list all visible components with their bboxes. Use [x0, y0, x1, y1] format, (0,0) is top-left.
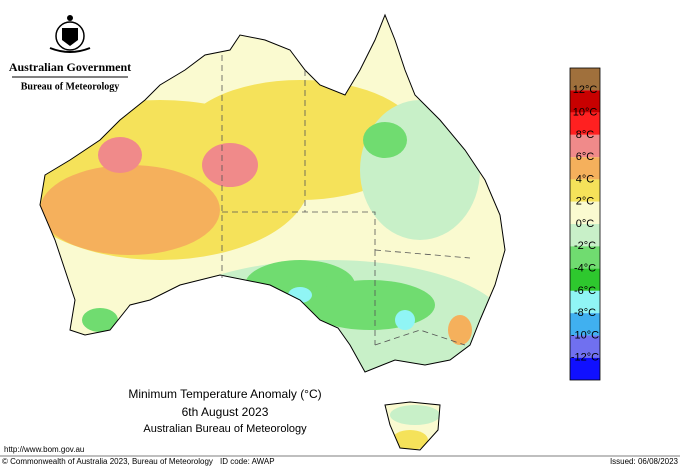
legend-swatch: [570, 157, 600, 180]
legend-swatch: [570, 290, 600, 314]
government-name: Australian Government: [9, 60, 131, 74]
legend-label: -2°C: [574, 240, 596, 252]
crest: [49, 15, 91, 53]
coastline: [39, 13, 506, 451]
legend-label: -12°C: [571, 352, 599, 364]
legend-swatch: [570, 268, 600, 291]
legend-label: -10°C: [571, 329, 599, 341]
legend-swatch: [570, 112, 600, 135]
footer-copyright: © Commonwealth of Australia 2023, Bureau…: [2, 457, 213, 466]
legend-label: -6°C: [574, 285, 596, 297]
legend-swatch: [570, 201, 600, 224]
legend-swatch: [570, 179, 600, 202]
state-borders: [221, 55, 471, 346]
legend-swatch: [570, 68, 600, 91]
legend-label: 10°C: [573, 106, 598, 118]
footer-issued: Issued: 06/08/2023: [610, 457, 679, 466]
legend-swatch: [570, 357, 600, 380]
legend-label: -4°C: [574, 262, 596, 274]
legend-swatch: [570, 246, 600, 269]
legend: 12°C 10°C 8°C 6°C 4°C 2°C 0°C -2°C -4°C -6°C -8°C -…: [569, 67, 601, 381]
footer-url: http://www.bom.gov.au: [4, 445, 84, 454]
map-date: 6th August 2023: [182, 405, 269, 419]
legend-swatch: [570, 90, 600, 113]
legend-label: 0°C: [576, 218, 595, 230]
legend-swatch: [570, 134, 600, 158]
legend-label: 4°C: [576, 173, 595, 185]
legend-label: -8°C: [574, 307, 596, 319]
legend-swatch: [570, 313, 600, 336]
legend-swatch: [570, 224, 600, 247]
legend-swatch: [570, 335, 600, 358]
legend-frame: [569, 67, 601, 381]
bureau-name: Bureau of Meteorology: [21, 81, 120, 92]
legend-label: 12°C: [573, 84, 598, 96]
footer-id-code: ID code: AWAP: [220, 457, 275, 466]
map-title: Minimum Temperature Anomaly (°C): [128, 387, 321, 401]
map-source: Australian Bureau of Meteorology: [143, 423, 307, 435]
legend-label: 2°C: [576, 196, 595, 208]
legend-label: 8°C: [576, 129, 595, 141]
legend-label: 6°C: [576, 151, 595, 163]
